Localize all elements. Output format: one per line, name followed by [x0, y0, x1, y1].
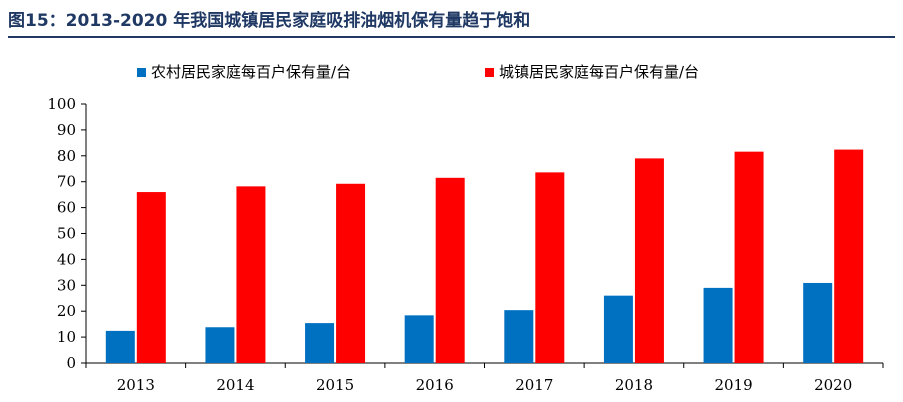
y-tick-label: 100	[47, 95, 76, 113]
x-tick-label: 2018	[615, 376, 653, 394]
bar-urban-2019	[734, 151, 764, 363]
bar-rural-2014	[205, 327, 235, 363]
x-tick-label: 2017	[515, 376, 553, 394]
figure-title: 图15：2013-2020 年我国城镇居民家庭吸排油烟机保有量趋于饱和	[8, 11, 531, 31]
y-tick-label: 60	[57, 199, 76, 217]
y-tick-label: 90	[57, 121, 76, 139]
bars	[105, 149, 864, 363]
y-tick-label: 50	[57, 225, 76, 243]
bar-urban-2018	[634, 158, 664, 363]
y-tick-label: 70	[57, 173, 76, 191]
y-tick-label: 30	[57, 276, 76, 294]
x-tick-label: 2013	[117, 376, 155, 394]
legend-swatch-urban	[485, 68, 494, 77]
bar-rural-2016	[404, 315, 434, 363]
bar-urban-2013	[136, 192, 166, 363]
legend-swatch-rural	[137, 68, 146, 77]
x-tick-label: 2020	[814, 376, 852, 394]
x-tick-label: 2014	[216, 376, 254, 394]
axes: 0 10 20 30 40 50 60 70 80 90 100 2013 2014 2015 2016 20…	[47, 95, 884, 394]
bar-urban-2014	[236, 186, 266, 363]
bar-rural-2018	[603, 295, 633, 363]
bar-urban-2016	[435, 177, 465, 363]
legend-label-rural: 农村居民家庭每百户保有量/台	[151, 63, 351, 81]
x-tick-label: 2015	[316, 376, 354, 394]
y-tick-label: 80	[57, 147, 76, 165]
bar-urban-2015	[336, 183, 366, 363]
bar-rural-2020	[803, 282, 833, 363]
y-tick-label: 40	[57, 250, 76, 268]
x-tick-label: 2016	[416, 376, 454, 394]
bar-urban-2017	[535, 172, 565, 363]
y-tick-label: 20	[57, 302, 76, 320]
bar-rural-2017	[504, 310, 534, 363]
legend-label-urban: 城镇居民家庭每百户保有量/台	[499, 63, 699, 81]
title-rule	[8, 36, 895, 38]
bar-urban-2020	[834, 149, 864, 363]
y-tick-label: 0	[66, 354, 76, 372]
y-tick-label: 10	[57, 328, 76, 346]
bar-rural-2015	[305, 323, 335, 363]
bar-rural-2013	[105, 330, 135, 363]
x-tick-label: 2019	[714, 376, 752, 394]
legend: 农村居民家庭每百户保有量/台 城镇居民家庭每百户保有量/台	[137, 63, 699, 81]
bar-rural-2019	[703, 287, 733, 363]
